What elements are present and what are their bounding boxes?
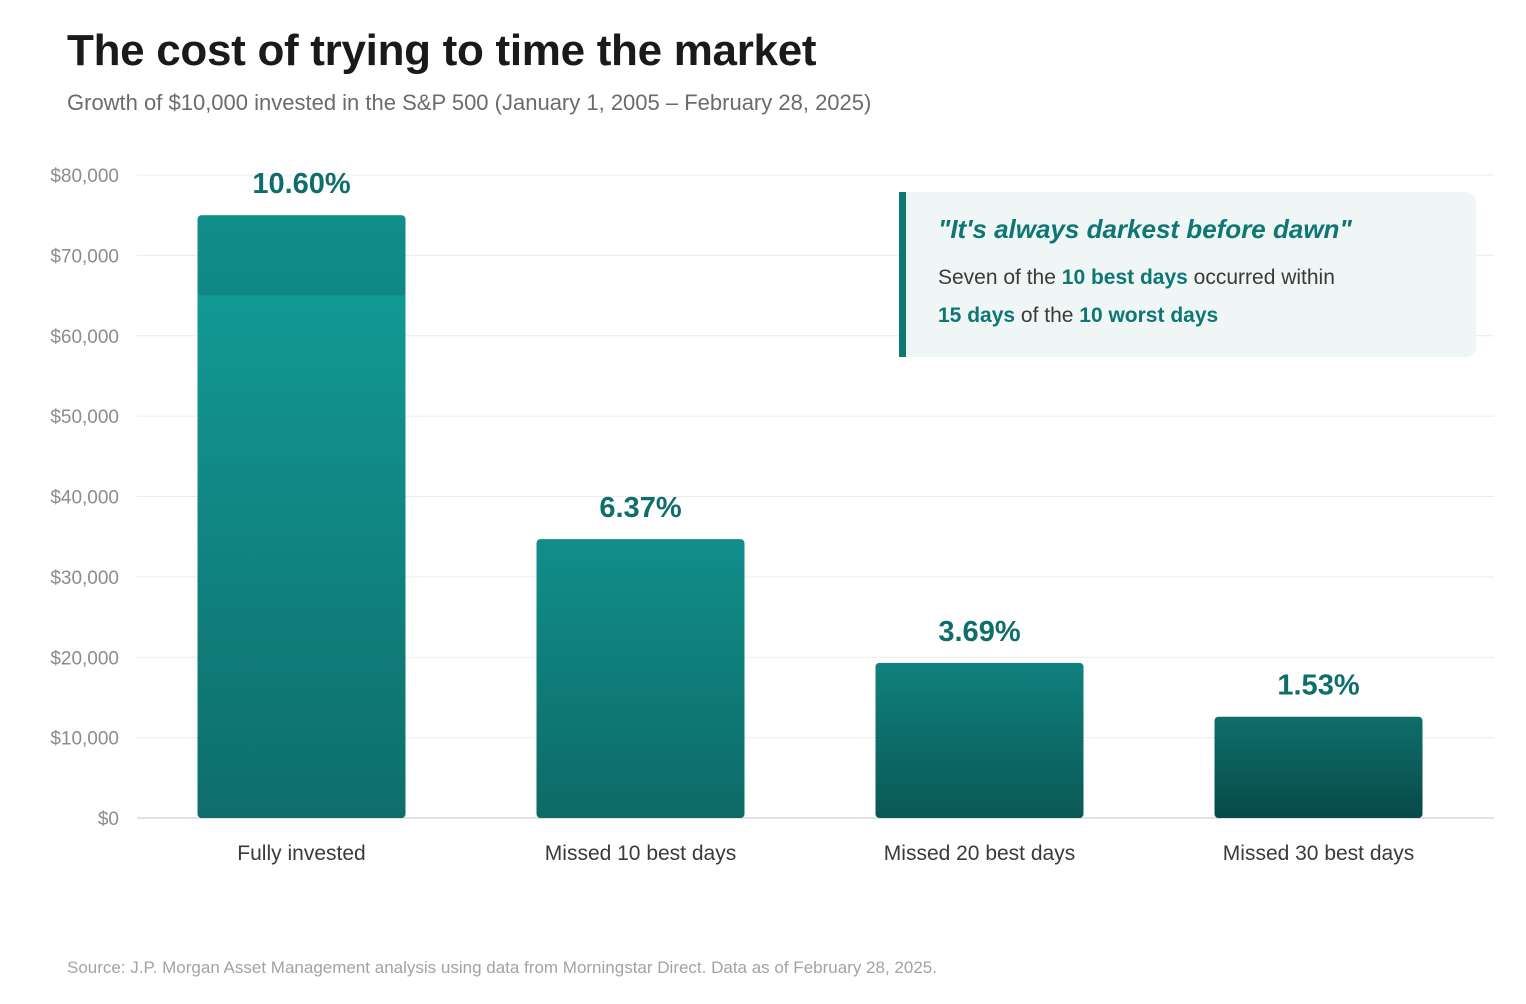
callout-text: occurred within — [1187, 266, 1335, 289]
callout-box: "It's always darkest before dawn" Seven … — [899, 192, 1476, 357]
callout-highlight-15-days: 15 days — [938, 304, 1016, 327]
bars — [197, 215, 1423, 818]
bar-value-label: 6.37% — [599, 492, 681, 524]
bar-value-label: 1.53% — [1277, 670, 1359, 702]
bar-1 — [197, 215, 406, 818]
x-category-label: Fully invested — [237, 842, 365, 865]
y-axis-tick-labels: $0 $10,000 $20,000 $30,000 $40,000 $50,000 $60… — [50, 166, 119, 830]
y-tick-label: $70,000 — [50, 246, 119, 267]
bar-value-label: 3.69% — [938, 616, 1020, 648]
bar-3 — [875, 662, 1084, 818]
callout-highlight-best-days: 10 best days — [1061, 266, 1188, 289]
y-tick-label: $30,000 — [50, 568, 119, 589]
y-tick-label: $80,000 — [50, 166, 119, 187]
x-category-label: Missed 20 best days — [884, 842, 1075, 865]
bar-4 — [1214, 716, 1423, 818]
y-tick-label: $20,000 — [50, 648, 119, 669]
callout-highlight-worst-days: 10 worst days — [1079, 304, 1219, 327]
bar-value-labels: 10.60% 6.37% 3.69% 1.53% — [252, 168, 1360, 702]
bar-2 — [536, 539, 745, 818]
x-category-label: Missed 30 best days — [1223, 842, 1414, 865]
x-axis-category-labels: Fully invested Missed 10 best days Missed … — [237, 842, 1414, 865]
y-tick-label: $40,000 — [50, 488, 119, 509]
callout-quote: "It's always darkest before dawn" — [938, 214, 1352, 244]
source-note: Source: J.P. Morgan Asset Management ana… — [67, 958, 937, 977]
y-tick-label: $60,000 — [50, 327, 119, 348]
y-tick-label: $50,000 — [50, 407, 119, 428]
chart-subtitle: Growth of $10,000 invested in the S&P 50… — [67, 90, 872, 115]
y-tick-label: $10,000 — [50, 729, 119, 750]
x-category-label: Missed 10 best days — [545, 842, 736, 865]
callout-text: of the — [1015, 304, 1080, 327]
bar-1-top-band — [197, 215, 406, 296]
callout-text: Seven of the — [938, 266, 1062, 289]
callout-body: Seven of the 10 best days occurred withi… — [938, 259, 1456, 335]
bar-value-label: 10.60% — [252, 168, 351, 200]
y-tick-label: $0 — [98, 809, 119, 830]
chart-title: The cost of trying to time the market — [67, 26, 817, 75]
